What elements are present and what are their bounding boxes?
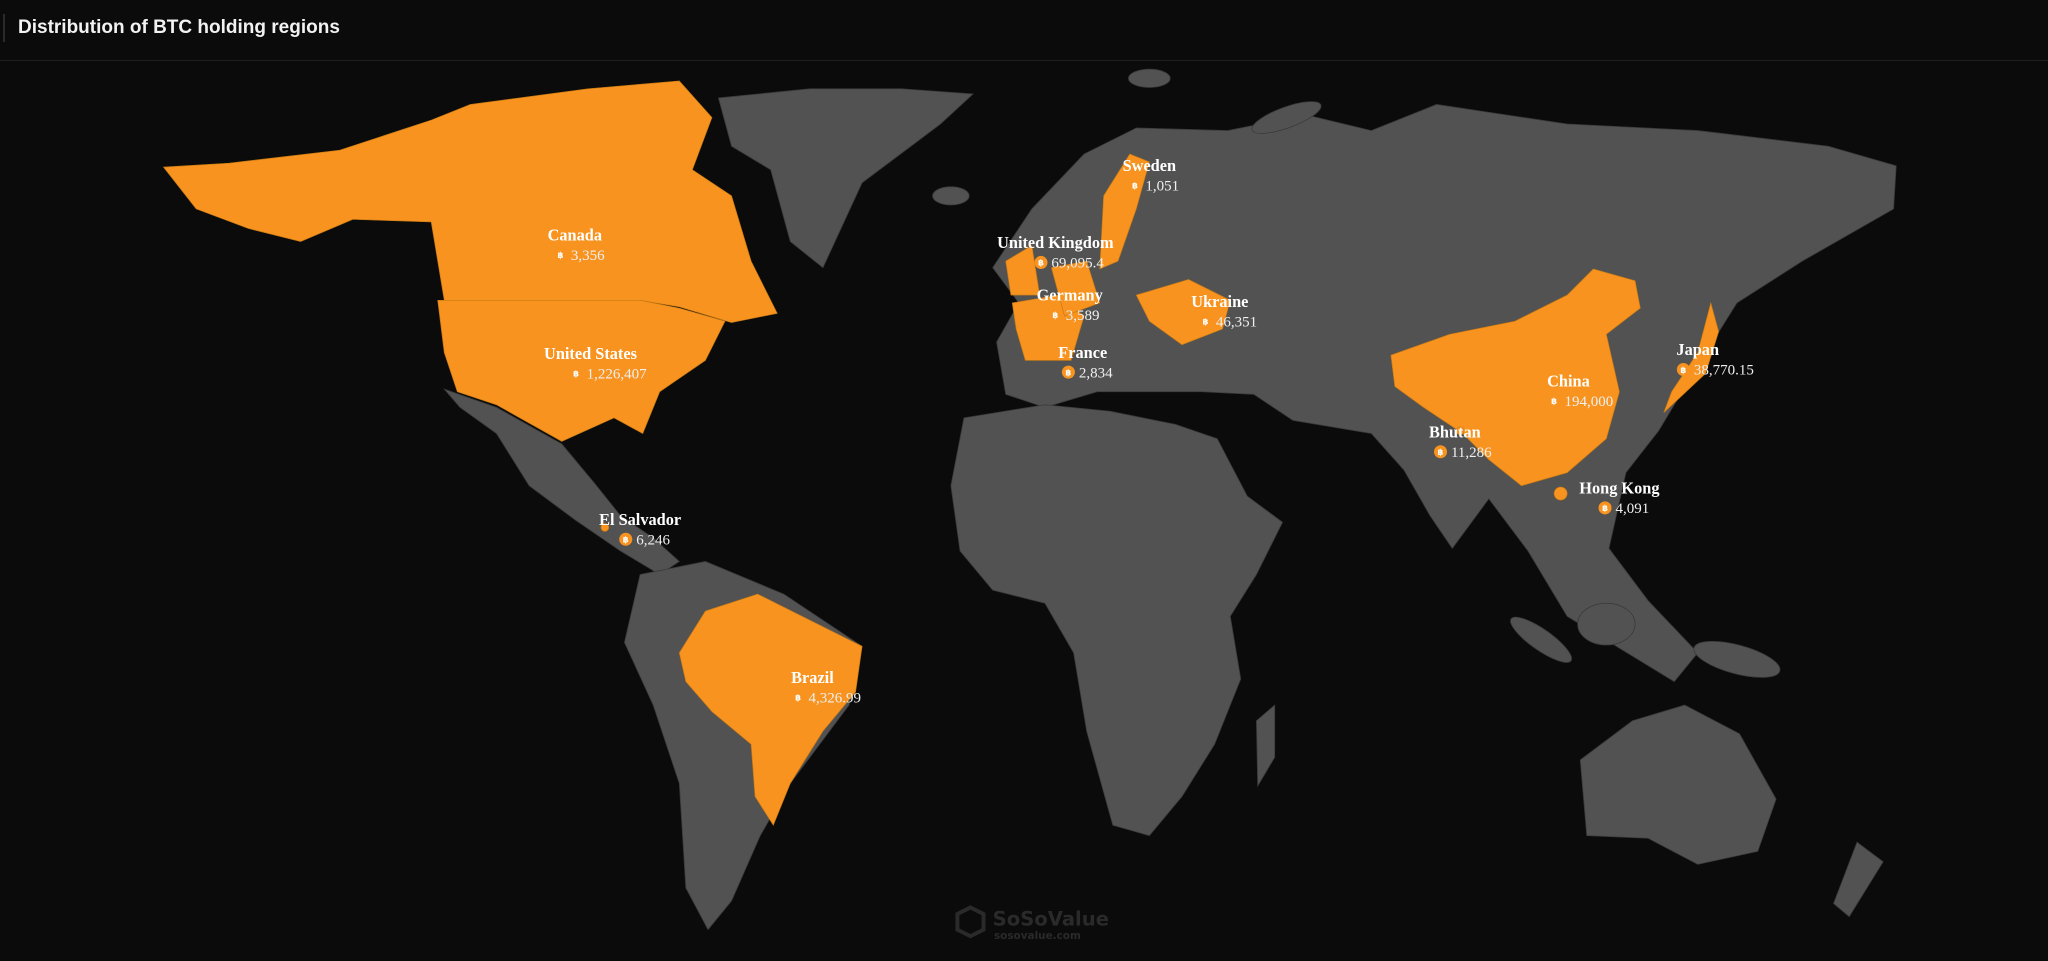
bitcoin-icon (1034, 255, 1048, 269)
region-name: France (1058, 343, 1107, 362)
region-name: Canada (548, 225, 602, 244)
panel-header: Distribution of BTC holding regions (0, 0, 2048, 61)
watermark: SoSoValue sosovalue.com (955, 905, 1109, 942)
region-name: Ukraine (1191, 292, 1248, 311)
region-btc-value: 38,770.15 (1694, 363, 1754, 379)
region-btc-value: 3,356 (571, 248, 605, 264)
region-labels: Canada ฿ 3,356 United States ฿ 1,226,407 El Sa… (544, 156, 1754, 706)
country-china[interactable] (1390, 268, 1641, 487)
country-hong-kong[interactable] (1553, 486, 1568, 501)
header-accent-bar (3, 14, 5, 42)
svalbard (1128, 68, 1171, 88)
page-title: Distribution of BTC holding regions (18, 17, 340, 38)
new-guinea (1693, 640, 1781, 678)
land-highlighted (162, 80, 1719, 826)
country-ukraine[interactable] (1135, 279, 1231, 346)
region-label-japan: Japan ฿ 38,770.15 (1676, 340, 1753, 379)
region-name: Bhutan (1429, 422, 1481, 441)
region-btc-value: 6,246 (636, 532, 670, 548)
bitcoin-glyph: ฿ (1438, 447, 1444, 457)
region-name: Germany (1037, 285, 1103, 304)
region-btc-value: 1,226,407 (587, 367, 648, 383)
bitcoin-icon (619, 532, 633, 546)
region-label-brazil: Brazil ฿ 4,326.99 (791, 668, 861, 707)
region-name: United States (544, 344, 637, 363)
bitcoin-icon (1547, 394, 1561, 408)
bitcoin-glyph: ฿ (1065, 367, 1071, 377)
africa (950, 404, 1284, 837)
region-label-bhutan: Bhutan ฿ 11,286 (1429, 422, 1492, 461)
region-btc-value: 194,000 (1565, 394, 1614, 410)
bitcoin-icon (569, 366, 583, 380)
australia (1579, 704, 1777, 865)
country-el-salvador[interactable] (600, 523, 610, 532)
region-name: China (1547, 371, 1590, 390)
region-label-sweden: Sweden ฿ 1,051 (1123, 156, 1180, 195)
region-name: Sweden (1123, 156, 1176, 175)
region-btc-value: 1,051 (1145, 179, 1179, 195)
region-name: Brazil (791, 668, 834, 687)
region-btc-value: 4,091 (1615, 501, 1649, 517)
region-label-ukraine: Ukraine ฿ 46,351 (1191, 292, 1257, 331)
country-bhutan[interactable] (1455, 426, 1465, 436)
region-btc-value: 4,326.99 (809, 690, 862, 706)
bitcoin-icon (1061, 365, 1075, 379)
sosovalue-logo-icon (955, 905, 986, 939)
region-name: Hong Kong (1579, 479, 1659, 498)
bitcoin-glyph: ฿ (1203, 316, 1209, 326)
bitcoin-glyph: ฿ (795, 693, 801, 703)
country-brazil[interactable] (678, 593, 863, 826)
region-label-germany: Germany ฿ 3,589 (1037, 285, 1103, 324)
region-name: El Salvador (599, 510, 681, 529)
country-germany[interactable] (1051, 260, 1101, 317)
bitcoin-glyph: ฿ (623, 535, 629, 545)
region-btc-value: 2,834 (1079, 365, 1113, 381)
region-btc-value: 3,589 (1066, 308, 1100, 324)
bitcoin-icon (1048, 308, 1062, 322)
country-united-kingdom[interactable] (1005, 244, 1041, 296)
bitcoin-icon (1676, 362, 1690, 377)
bitcoin-glyph: ฿ (1551, 396, 1557, 406)
bitcoin-glyph: ฿ (1052, 310, 1058, 320)
bitcoin-icon (791, 690, 805, 704)
bitcoin-glyph: ฿ (1038, 258, 1044, 268)
iceland (932, 186, 970, 206)
country-japan[interactable] (1663, 301, 1719, 413)
region-label-united-kingdom: United Kingdom ฿ 69,095.4 (997, 233, 1114, 272)
bitcoin-glyph: ฿ (558, 250, 564, 260)
region-btc-value: 11,286 (1451, 445, 1492, 461)
country-canada-alaska[interactable] (162, 80, 778, 323)
madagascar (1256, 704, 1276, 788)
region-btc-value: 69,095.4 (1051, 256, 1104, 272)
bitcoin-glyph: ฿ (1132, 181, 1138, 191)
bitcoin-icon (1198, 314, 1213, 328)
greenland (717, 88, 975, 269)
central-america (443, 388, 680, 575)
region-name: United Kingdom (997, 233, 1114, 252)
region-label-united-states: United States ฿ 1,226,407 (544, 344, 647, 383)
region-name: Japan (1676, 340, 1719, 359)
region-label-france: France ฿ 2,834 (1058, 343, 1113, 382)
region-label-hong-kong: Hong Kong ฿ 4,091 (1579, 479, 1659, 518)
bitcoin-icon (1433, 445, 1448, 459)
indonesia-sumatra (1510, 616, 1572, 663)
bitcoin-icon (553, 248, 568, 262)
indonesia-borneo (1577, 602, 1636, 646)
watermark-url: sosovalue.com (994, 930, 1081, 942)
bitcoin-glyph: ฿ (1680, 365, 1686, 375)
region-label-canada: Canada ฿ 3,356 (548, 225, 606, 264)
bitcoin-icon (1128, 178, 1142, 192)
bitcoin-icon (1598, 501, 1612, 515)
novaya-zemlya (1251, 101, 1322, 134)
region-label-el-salvador: El Salvador ฿ 6,246 (599, 510, 681, 549)
bitcoin-glyph: ฿ (573, 369, 579, 379)
region-label-china: China ฿ 194,000 (1547, 371, 1613, 410)
new-zealand (1833, 841, 1884, 918)
watermark-brand: SoSoValue (993, 908, 1109, 931)
bitcoin-glyph: ฿ (1602, 503, 1608, 513)
region-btc-value: 46,351 (1216, 314, 1257, 330)
